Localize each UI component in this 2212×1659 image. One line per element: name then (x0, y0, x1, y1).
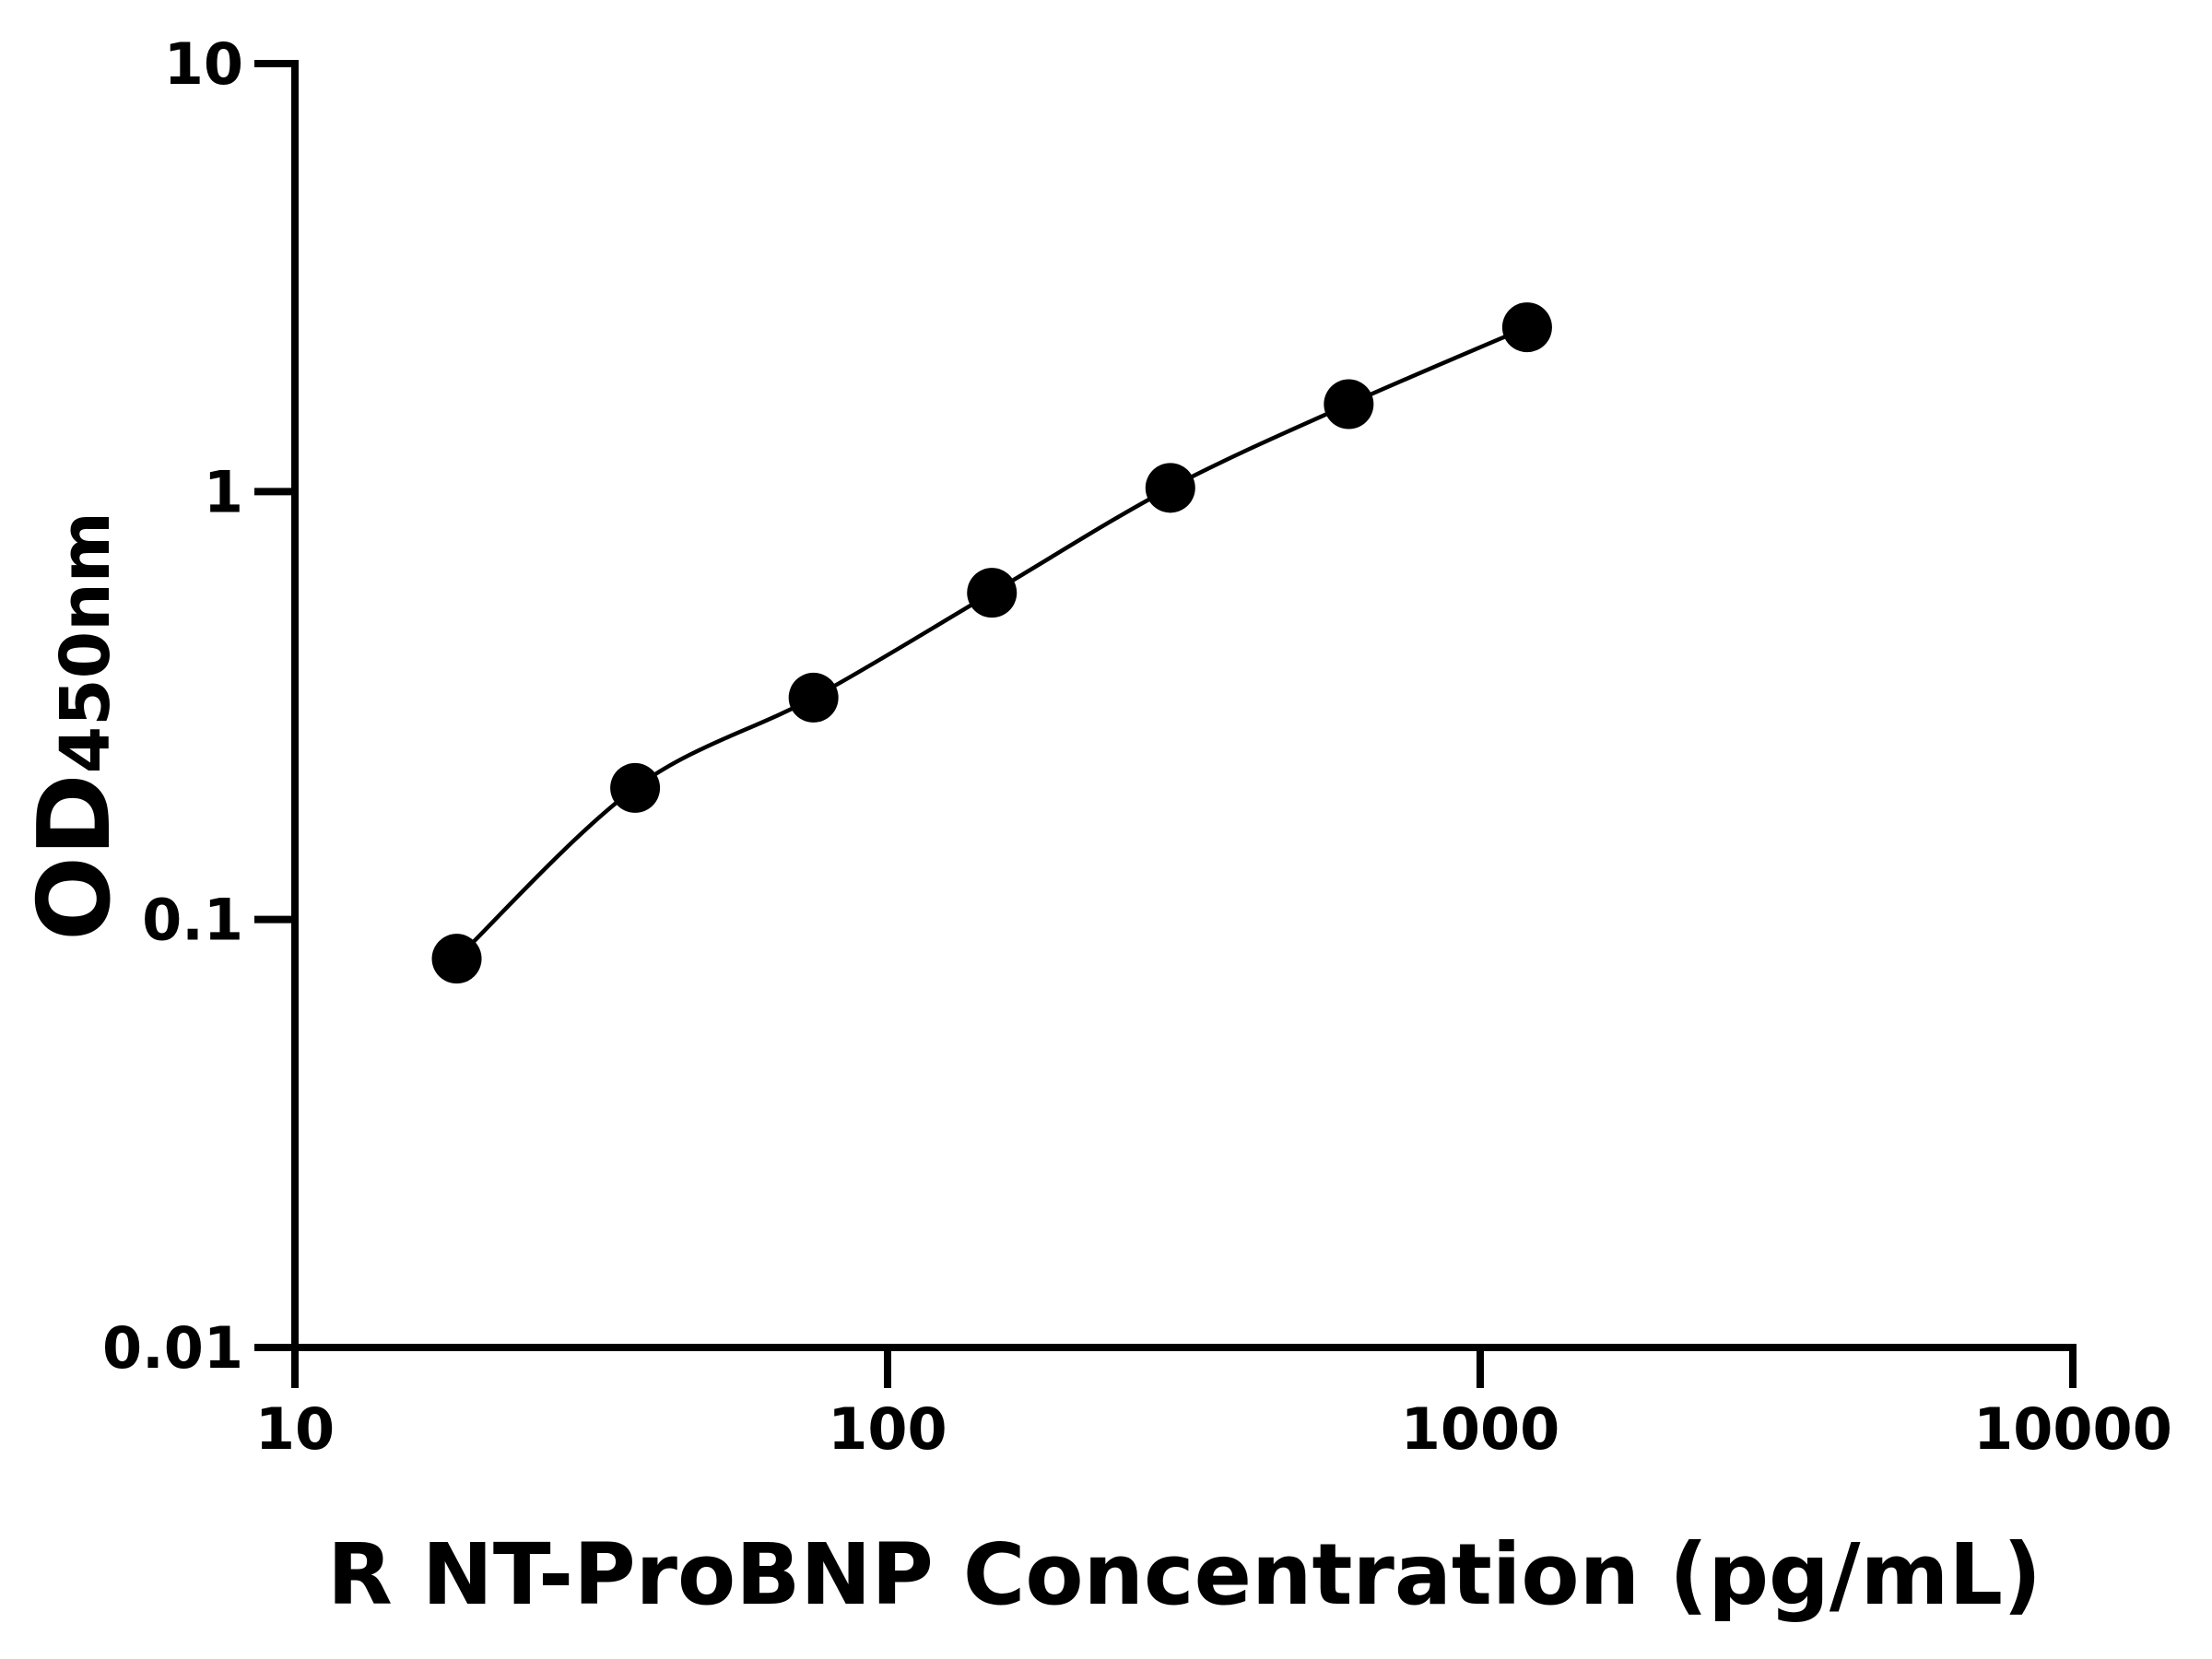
data-point (610, 762, 661, 813)
y-tick-label: 0.01 (102, 1314, 243, 1382)
x-axis-label: R NT-ProBNP Concentration (pg/mL) (327, 1525, 2041, 1624)
x-tick-label: 100 (828, 1395, 947, 1463)
y-tick-label: 0.1 (142, 887, 243, 954)
x-tick-label: 10000 (1973, 1395, 2172, 1463)
data-point (788, 672, 839, 723)
y-axis-label-main: OD (18, 773, 133, 940)
data-point (1145, 463, 1195, 513)
fit-curve (454, 325, 1528, 960)
y-tick-label: 1 (204, 458, 243, 525)
y-tick-label: 10 (164, 30, 243, 98)
data-point (967, 568, 1018, 618)
y-axis-label: OD450nm (18, 512, 133, 941)
x-tick-label: 1000 (1401, 1395, 1560, 1463)
data-point (1324, 379, 1374, 429)
data-point (431, 934, 482, 984)
y-axis-label-subscript: 450nm (46, 512, 125, 773)
data-point (1501, 302, 1552, 353)
x-tick-label: 10 (255, 1395, 335, 1463)
